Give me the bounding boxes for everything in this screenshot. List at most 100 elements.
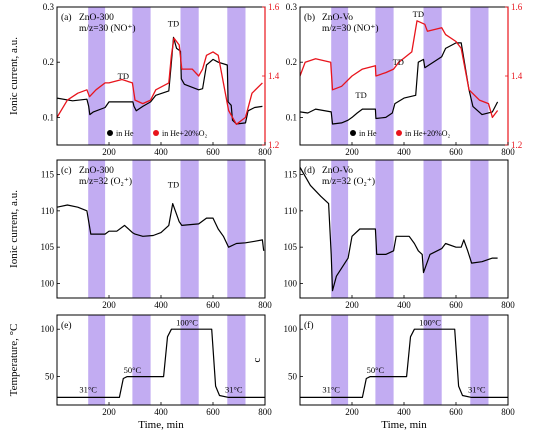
purple-band xyxy=(88,160,106,298)
x-tick-label: 200 xyxy=(102,407,116,417)
annotation: 50°C xyxy=(124,365,142,375)
y-tick-label: 0.2 xyxy=(43,57,54,67)
annotation: 50°C xyxy=(367,365,385,375)
panel-label: (b) xyxy=(304,12,315,23)
y2-tick-label: 1.4 xyxy=(268,71,280,81)
purple-band xyxy=(470,160,489,298)
x-tick-label: 800 xyxy=(258,407,272,417)
purple-band xyxy=(180,7,199,145)
annotation: TD xyxy=(118,71,129,81)
x-tick-label: 400 xyxy=(397,300,411,310)
y-tick-label: 100 xyxy=(284,278,298,288)
x-tick-label: 400 xyxy=(154,300,168,310)
y-tick-label: 100 xyxy=(284,324,298,334)
panel-title-line: m/z=32 (O₂⁺) xyxy=(79,176,132,187)
purple-band xyxy=(331,160,349,298)
panel-label: (d) xyxy=(304,165,315,176)
panel-title-line: ZnO-300 xyxy=(79,166,114,176)
annotation: 100°C xyxy=(176,317,198,327)
purple-band xyxy=(375,315,394,405)
y2-tick-label: 1.6 xyxy=(268,2,280,12)
y-tick-label: 0.2 xyxy=(286,57,297,67)
series-line xyxy=(300,20,499,119)
purple-band xyxy=(423,160,442,298)
series-line xyxy=(57,328,265,398)
legend-marker xyxy=(396,130,402,136)
purple-band xyxy=(331,315,349,405)
y2-tick-label: 1.2 xyxy=(268,140,279,150)
purple-band xyxy=(132,315,151,405)
purple-band xyxy=(423,7,442,145)
y-axis-title: Temperature, °C xyxy=(8,324,20,397)
legend-marker xyxy=(153,130,159,136)
purple-band xyxy=(423,315,442,405)
series-line xyxy=(57,203,265,251)
x-tick-label: 800 xyxy=(501,407,515,417)
series-line xyxy=(57,37,263,125)
legend-entry: in He+20%O₂ xyxy=(162,129,208,138)
panel-label: (c) xyxy=(61,165,72,176)
y-tick-label: 50 xyxy=(45,372,55,382)
y2-tick-label: 1.4 xyxy=(511,71,523,81)
panel-title-line: ZnO-Vo xyxy=(322,13,353,23)
panel-a: 200 400 600 800 0.1 0.2 0.3 1.2 1.4 1.6 (a) ZnO-300… xyxy=(8,2,280,157)
x-tick-label: 400 xyxy=(397,147,411,157)
x-tick-label: 200 xyxy=(345,300,359,310)
panel-d: 200 400 600 800 100 105 110 115 (d) ZnO-Vom/z=32 … xyxy=(284,159,515,310)
x-tick-label: 800 xyxy=(258,300,272,310)
x-tick-label: 800 xyxy=(258,147,272,157)
annotation: 31°C xyxy=(225,385,243,395)
annotation: 100°C xyxy=(419,317,441,327)
x-tick-label: 200 xyxy=(102,147,116,157)
annotation: 31°C xyxy=(322,385,340,395)
x-tick-label: 400 xyxy=(397,407,411,417)
y-tick-label: 110 xyxy=(284,206,298,216)
annotation: TD xyxy=(168,18,179,28)
y-tick-label: 0.1 xyxy=(286,112,297,122)
panel-label: (f) xyxy=(304,320,314,331)
legend-entry: in He xyxy=(359,129,377,138)
x-tick-label: 400 xyxy=(154,147,168,157)
purple-band xyxy=(331,7,349,145)
annotation: TD xyxy=(168,180,179,190)
legend-entry: in He xyxy=(116,129,134,138)
purple-band xyxy=(88,315,106,405)
purple-band xyxy=(132,160,151,298)
purple-band xyxy=(470,315,489,405)
series-line xyxy=(300,42,499,125)
annotation: 31°C xyxy=(468,385,486,395)
y-axis-title: c xyxy=(251,357,263,362)
x-tick-label: 200 xyxy=(102,300,116,310)
legend: in He in He+20%O₂ xyxy=(107,129,208,138)
x-tick-label: 600 xyxy=(206,300,220,310)
x-tick-label: 200 xyxy=(345,147,359,157)
x-tick-label: 600 xyxy=(206,147,220,157)
y-tick-label: 115 xyxy=(41,170,55,180)
y-tick-label: 115 xyxy=(284,170,298,180)
x-tick-label: 800 xyxy=(501,147,515,157)
panel-e: 200 400 600 800 50 100 (e) 31°C 50°C 100°C 31°C Tem… xyxy=(8,314,272,431)
legend-entry: in He+20%O₂ xyxy=(405,129,451,138)
panel-c: 200 400 600 800 100 105 110 115 (c) ZnO-300m/z=32… xyxy=(8,159,272,310)
x-tick-label: 600 xyxy=(449,407,463,417)
y-axis-title: Ionic current, a.u. xyxy=(8,190,20,268)
y2-tick-label: 1.6 xyxy=(511,2,523,12)
series-line xyxy=(300,167,498,292)
purple-band xyxy=(470,7,489,145)
legend-marker xyxy=(350,130,356,136)
y-tick-label: 110 xyxy=(41,206,55,216)
panel-label: (e) xyxy=(61,320,72,331)
annotation: TD xyxy=(413,9,424,19)
annotation: TD xyxy=(393,57,404,67)
y-tick-label: 105 xyxy=(284,242,298,252)
purple-band xyxy=(180,315,199,405)
x-tick-label: 600 xyxy=(449,300,463,310)
x-axis-title: Time, min xyxy=(381,419,427,431)
y-tick-label: 0.3 xyxy=(286,2,298,12)
purple-band xyxy=(375,160,394,298)
annotation: 31°C xyxy=(79,385,97,395)
purple-band xyxy=(375,7,394,145)
x-tick-label: 400 xyxy=(154,407,168,417)
y-axis-title: Ionic current, a.u. xyxy=(8,37,20,115)
